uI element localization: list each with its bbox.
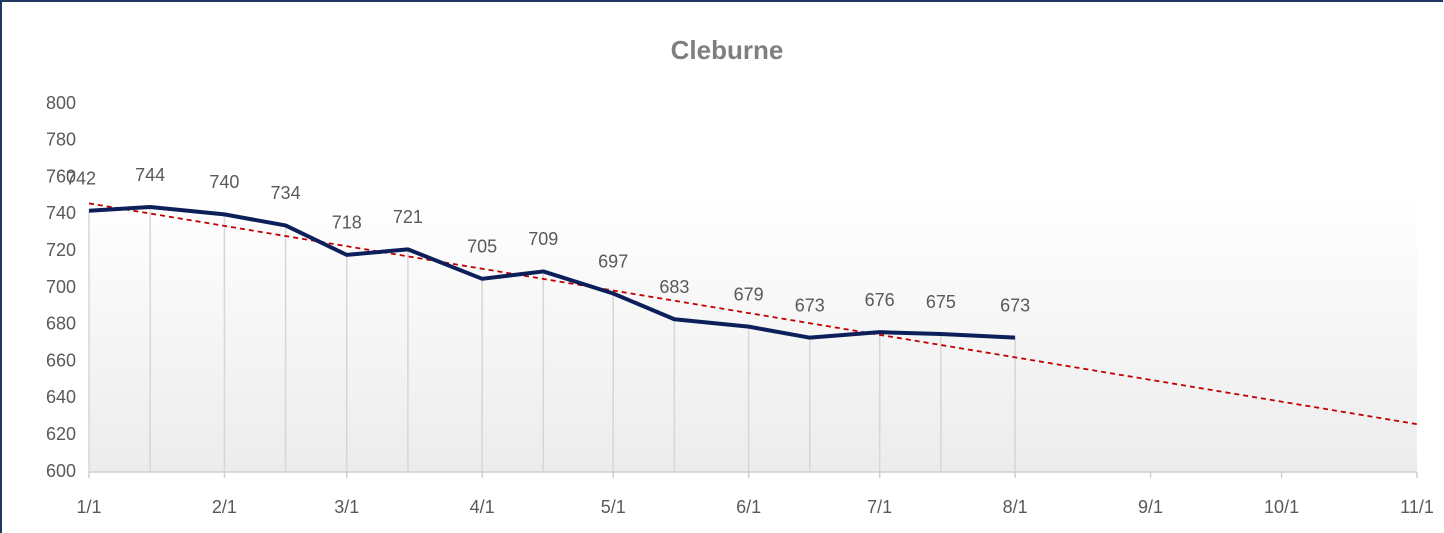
y-tick-label: 600 [46, 461, 76, 481]
data-label: 721 [393, 207, 423, 227]
data-label: 734 [271, 183, 301, 203]
x-tick-label: 11/1 [1400, 497, 1434, 517]
data-label: 740 [209, 172, 239, 192]
data-label: 676 [865, 290, 895, 310]
y-tick-label: 760 [46, 166, 76, 186]
data-label: 673 [1000, 295, 1030, 315]
data-label: 675 [926, 292, 956, 312]
x-tick-label: 9/1 [1138, 497, 1163, 517]
plot-area [89, 195, 1417, 472]
y-tick-label: 800 [46, 93, 76, 113]
data-label: 673 [795, 295, 825, 315]
chart-title: Cleburne [671, 35, 784, 65]
y-tick-label: 780 [46, 130, 76, 150]
y-tick-label: 740 [46, 203, 76, 223]
x-tick-label: 8/1 [1003, 497, 1028, 517]
data-label: 705 [467, 237, 497, 257]
data-line [88, 205, 1016, 340]
y-tick-label: 700 [46, 277, 76, 297]
x-tick-label: 5/1 [601, 497, 626, 517]
y-tick-label: 640 [46, 387, 76, 407]
x-tick-label: 6/1 [736, 497, 761, 517]
data-label: 742 [66, 168, 96, 188]
data-label: 697 [598, 251, 628, 271]
y-tick-label: 680 [46, 314, 76, 334]
y-tick-label: 720 [46, 240, 76, 260]
x-tick-label: 10/1 [1264, 497, 1299, 517]
data-label: 718 [332, 213, 362, 233]
x-tick-label: 4/1 [470, 497, 495, 517]
data-label: 744 [135, 165, 165, 185]
x-tick-label: 2/1 [212, 497, 237, 517]
x-tick-label: 7/1 [867, 497, 892, 517]
data-label: 709 [528, 229, 558, 249]
y-tick-label: 620 [46, 424, 76, 444]
x-tick-label: 1/1 [76, 497, 101, 517]
data-label: 679 [734, 284, 764, 304]
y-tick-label: 660 [46, 350, 76, 370]
data-label: 683 [659, 277, 689, 297]
x-tick-label: 3/1 [334, 497, 359, 517]
